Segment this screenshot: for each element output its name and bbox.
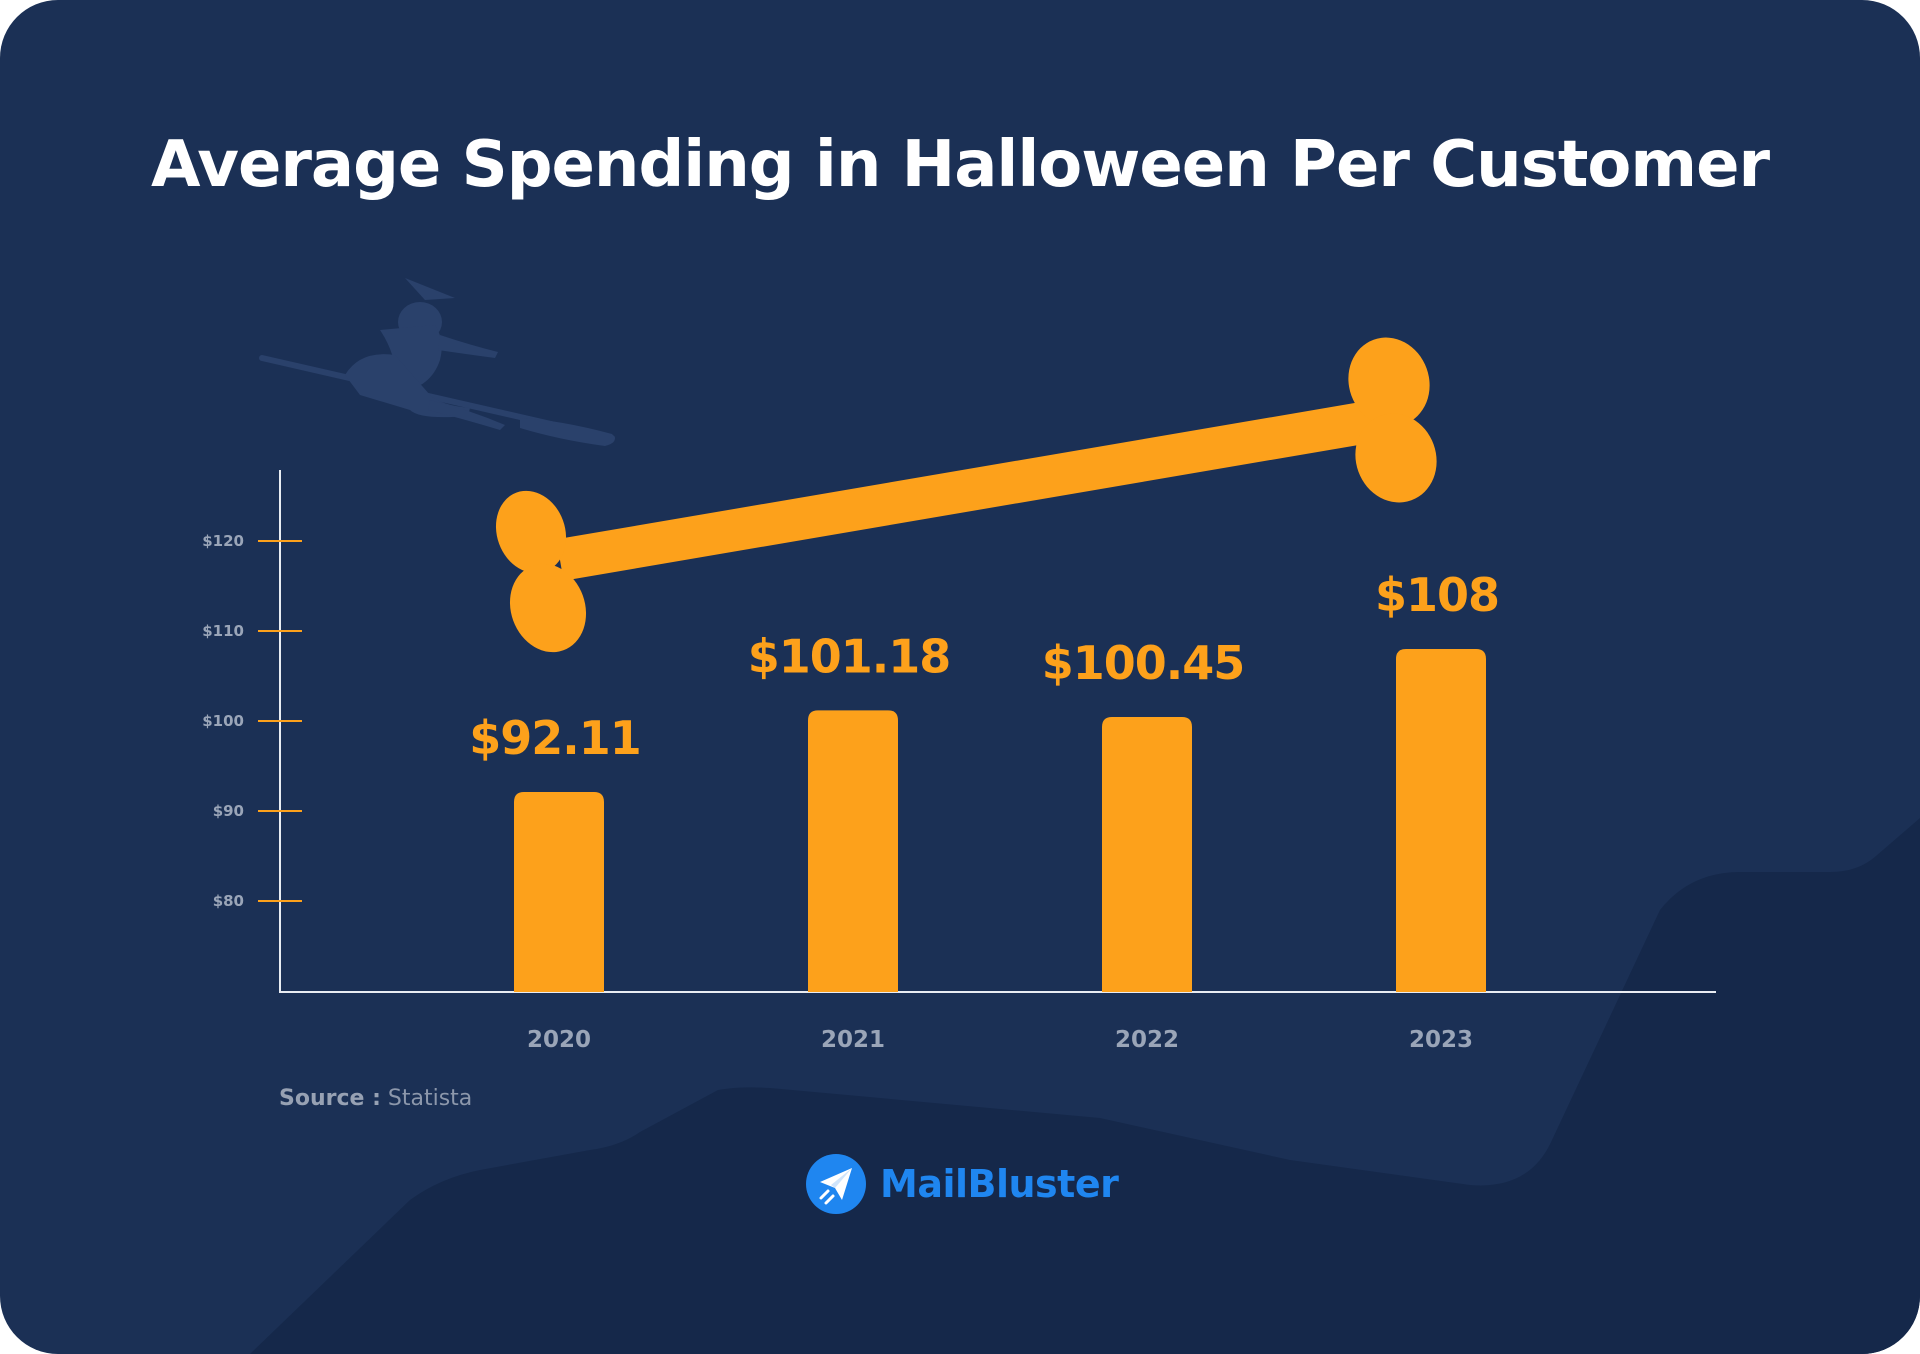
bar-2021: [808, 710, 898, 992]
y-tick-label: $100: [202, 712, 244, 730]
bar-2022: [1102, 716, 1192, 992]
bar-2023: [1396, 649, 1486, 992]
y-tick-label: $120: [202, 532, 244, 550]
bone-trend-arrow-icon: [495, 337, 1437, 653]
paper-plane-icon: [806, 1154, 866, 1214]
data-label: $108: [1375, 568, 1499, 622]
y-tick-label: $90: [213, 802, 244, 820]
x-tick-label: 2022: [1115, 1027, 1179, 1053]
y-tick-label: $110: [202, 622, 244, 640]
source-note: Source : Statista: [279, 1086, 472, 1111]
bar-2020: [514, 792, 604, 992]
x-tick-label: 2020: [527, 1027, 591, 1053]
data-label: $92.11: [469, 711, 641, 765]
data-label: $101.18: [748, 629, 951, 683]
y-tick-label: $80: [213, 892, 244, 910]
brand-name: MailBluster: [880, 1162, 1119, 1206]
source-label: Source :: [279, 1086, 381, 1111]
witch-on-broom-icon: [259, 278, 615, 446]
x-tick-label: 2021: [821, 1027, 885, 1053]
source-value: Statista: [387, 1086, 473, 1111]
x-tick-label: 2023: [1409, 1027, 1473, 1053]
data-label: $100.45: [1042, 636, 1245, 690]
brand-logo: MailBluster: [806, 1152, 1119, 1216]
chart-title: Average Spending in Halloween Per Custom…: [150, 128, 1770, 202]
